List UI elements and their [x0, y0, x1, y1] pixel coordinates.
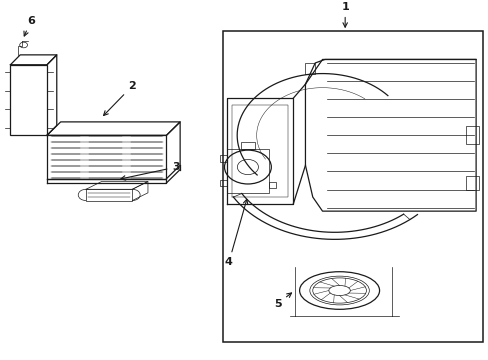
- Bar: [466, 126, 478, 144]
- Text: 6: 6: [24, 15, 35, 36]
- Bar: [220, 156, 227, 162]
- Text: 2: 2: [103, 81, 136, 116]
- Text: 3: 3: [121, 162, 180, 180]
- Bar: [220, 180, 227, 186]
- Bar: [466, 176, 478, 190]
- Text: 4: 4: [224, 199, 247, 267]
- Text: 1: 1: [341, 2, 348, 27]
- Bar: [240, 142, 255, 149]
- Bar: [227, 149, 268, 193]
- Bar: [305, 63, 315, 73]
- Text: 5: 5: [273, 293, 291, 309]
- Bar: [268, 182, 275, 188]
- Bar: [86, 189, 132, 201]
- Bar: [222, 31, 483, 342]
- Bar: [10, 65, 47, 135]
